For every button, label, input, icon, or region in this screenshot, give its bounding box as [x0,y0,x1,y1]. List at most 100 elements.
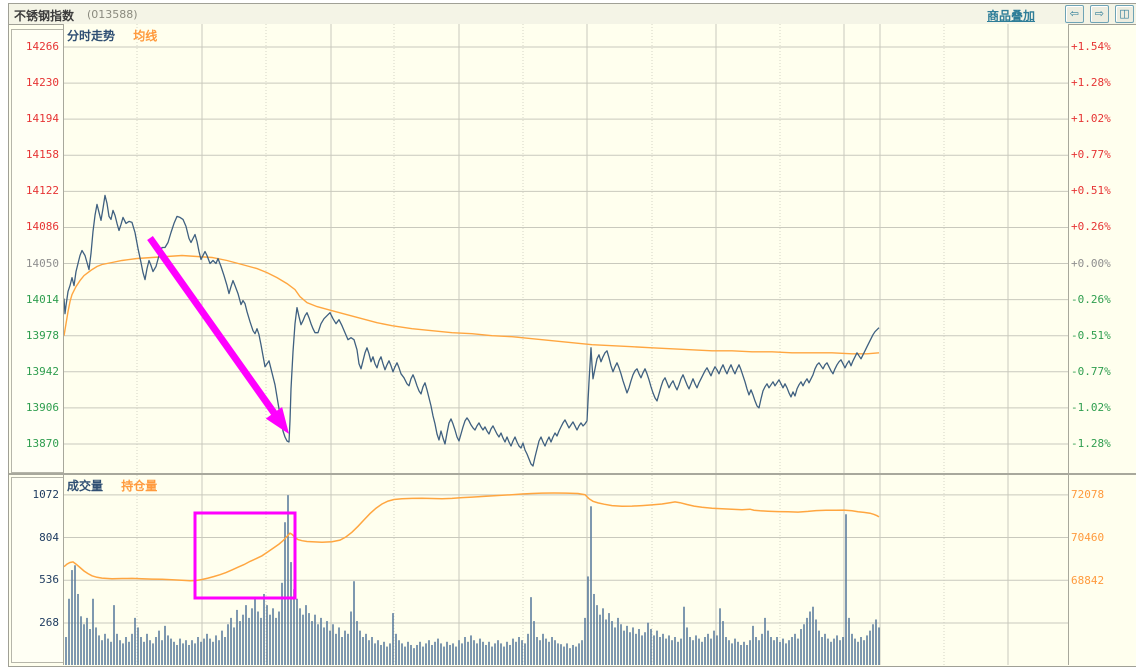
volume-bar [515,641,517,665]
volume-bar [173,641,175,665]
volume-bar [167,635,169,665]
volume-bar [116,633,118,665]
volume-bar [224,637,226,665]
volume-bar [839,640,841,665]
volume-bar [359,630,361,665]
volume-bar [302,614,304,665]
scroll-right-button[interactable]: ⇨ [1089,5,1109,23]
left-block-arrow-icon: ⇦ [1069,7,1079,20]
percent-axis-label: +0.26% [1071,220,1111,234]
volume-bar [671,640,673,665]
volume-bar [356,621,358,665]
sub-legend: 成交量 持仓量 [67,477,157,494]
volume-bar [791,637,793,665]
volume-bar [773,640,775,665]
volume-bar [80,616,82,665]
price-axis-label: 14122 [25,184,59,198]
volume-bar [419,641,421,665]
volume-bar [734,638,736,665]
volume-bar [707,633,709,665]
volume-bar [467,641,469,665]
volume-bar [155,637,157,665]
volume-bar [182,643,184,665]
volume-bar [230,617,232,665]
commodity-overlay-link[interactable]: 商品叠加 [987,9,1036,23]
volume-bar [395,633,397,665]
volume-bar [290,562,292,665]
price-axis-label: 13978 [25,328,59,342]
volume-bar [764,617,766,665]
volume-bar [557,643,559,665]
volume-bar [416,644,418,665]
percent-axis-label: -1.02% [1071,400,1111,414]
volume-bar [518,637,520,665]
volume-bar [470,635,472,665]
volume-bar [749,640,751,665]
price-axis-label: 14014 [25,292,59,306]
volume-bar [89,629,91,665]
price-axis-label: 14266 [25,40,59,53]
volume-bar [497,640,499,665]
volume-bar [239,621,241,665]
volume-bar [122,643,124,665]
volume-bar [221,630,223,665]
right-block-arrow-icon: ⇨ [1094,7,1105,20]
volume-bar [446,641,448,665]
percent-axis-label: +1.02% [1071,112,1111,126]
volume-bar [740,644,742,665]
volume-bar [377,640,379,665]
legend-volume: 成交量 [67,479,104,493]
volume-bar [767,630,769,665]
volume-bar [170,638,172,665]
volume-bar [272,608,274,665]
volume-bar [779,641,781,665]
volume-bar [92,598,94,665]
percent-axis-label: +0.51% [1071,184,1111,198]
volume-bar [608,613,610,665]
volume-bar [194,643,196,665]
volume-bar [776,637,778,665]
volume-bar [584,617,586,665]
volume-bar [341,637,343,665]
volume-bar [86,617,88,665]
main-price-plot[interactable] [63,24,1069,473]
volume-bar [317,624,319,665]
volume-bar [818,630,820,665]
volume-axis-label: 804 [39,530,59,544]
average-price-line [64,254,880,355]
volume-bar [803,624,805,665]
volume-bar [554,640,556,665]
volume-bar [347,633,349,665]
volume-bar [149,640,151,665]
volume-bar [809,611,811,665]
price-line [64,194,880,467]
volume-plot[interactable] [63,475,1069,665]
volume-bar [575,646,577,665]
volume-bar [251,608,253,665]
volume-bar [329,630,331,665]
volume-bar [365,633,367,665]
volume-bar [188,644,190,665]
volume-bar [623,630,625,665]
volume-bar [536,637,538,665]
volume-bar [308,613,310,665]
volume-bar [530,597,532,665]
volume-bar [626,625,628,665]
volume-bar [533,621,535,665]
volume-bar [512,638,514,665]
volume-bar [698,638,700,665]
volume-bar [281,582,283,665]
volume-bar [473,640,475,665]
volume-bar [425,643,427,665]
volume-bar [236,609,238,665]
volume-bar [407,641,409,665]
volume-bar [725,637,727,665]
volume-bar [710,638,712,665]
instrument-code: (013588) [87,8,138,21]
volume-bar [647,622,649,665]
layout-split-button[interactable]: ◫ [1115,5,1134,23]
volume-bar [152,643,154,665]
legend-average-line: 均线 [133,29,158,43]
scroll-left-button[interactable]: ⇦ [1064,5,1084,23]
price-axis-label: 13870 [25,436,59,450]
